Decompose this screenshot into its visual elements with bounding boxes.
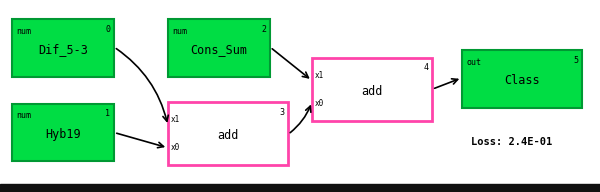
Text: 5: 5 [574,56,578,65]
FancyBboxPatch shape [168,102,288,165]
Text: num: num [16,27,31,36]
Text: x0: x0 [315,99,324,108]
Text: num: num [172,27,187,36]
Text: add: add [217,129,239,142]
Text: 4: 4 [424,63,428,72]
Text: Hyb19: Hyb19 [45,128,81,141]
Text: x1: x1 [171,115,180,124]
Text: Class: Class [504,74,540,87]
FancyBboxPatch shape [312,58,432,121]
Text: 1: 1 [106,109,110,118]
Text: Cons_Sum: Cons_Sum [191,43,248,56]
Text: x0: x0 [171,143,180,152]
FancyBboxPatch shape [168,19,270,77]
Text: add: add [361,85,383,98]
Text: Dif_5-3: Dif_5-3 [38,43,88,56]
Text: 3: 3 [280,108,284,117]
FancyBboxPatch shape [12,104,114,161]
Text: Loss: 2.4E-01: Loss: 2.4E-01 [471,137,552,147]
Text: x1: x1 [315,71,324,80]
Text: num: num [16,111,31,120]
Text: out: out [466,58,481,67]
Text: 2: 2 [262,25,266,34]
FancyBboxPatch shape [12,19,114,77]
FancyBboxPatch shape [0,184,600,192]
Text: 0: 0 [106,25,110,34]
FancyBboxPatch shape [462,50,582,108]
